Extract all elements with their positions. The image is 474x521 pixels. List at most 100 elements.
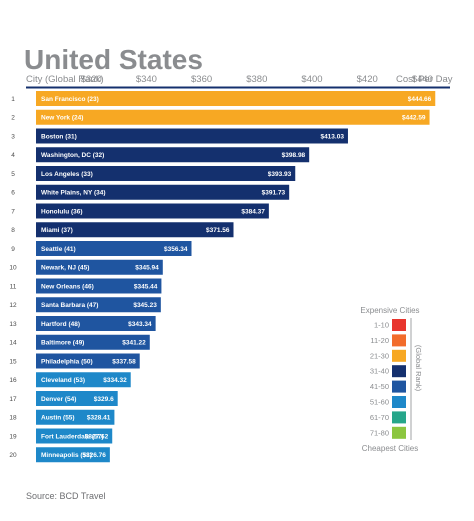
rank-label: 8 bbox=[11, 227, 15, 234]
bar-city-label: New Orleans (46) bbox=[41, 283, 94, 290]
rank-label: 2 bbox=[11, 115, 15, 122]
bar-value-label: $328.41 bbox=[87, 415, 111, 422]
legend-items: 1-10 11-20 21-30 31-40 41-50 51-60 61-70 71-80 bbox=[370, 319, 406, 439]
rank-label: 7 bbox=[11, 208, 15, 215]
legend: Expensive Cities Cheapest Cities (Global… bbox=[360, 306, 423, 453]
x-tick-label: $440 bbox=[412, 74, 433, 85]
legend-bottom-label: Cheapest Cities bbox=[362, 444, 418, 453]
bar-value-label: $345.23 bbox=[133, 302, 157, 309]
legend-swatch bbox=[392, 380, 406, 393]
rank-label: 19 bbox=[9, 433, 17, 440]
rank-label: 6 bbox=[11, 190, 15, 197]
x-tick-label: $380 bbox=[246, 74, 267, 85]
legend-item-label: 21-30 bbox=[370, 351, 389, 360]
bar bbox=[36, 259, 163, 275]
bar-city-label: Boston (31) bbox=[41, 133, 77, 140]
bar-city-label: Miami (37) bbox=[41, 227, 73, 234]
bar-value-label: $391.73 bbox=[262, 190, 286, 197]
rank-label: 5 bbox=[11, 171, 15, 178]
bar bbox=[36, 447, 110, 463]
category-header: City (Global Rank) bbox=[26, 74, 104, 85]
bar-city-label: White Plains, NY (34) bbox=[41, 190, 106, 197]
legend-item-label: 61-70 bbox=[370, 413, 389, 422]
legend-item-label: 1-10 bbox=[374, 321, 389, 330]
legend-top-label: Expensive Cities bbox=[360, 306, 419, 315]
bar bbox=[36, 109, 430, 125]
bar-value-label: $393.93 bbox=[268, 171, 292, 178]
source-note: Source: BCD Travel bbox=[26, 491, 106, 501]
rank-label: 11 bbox=[10, 283, 17, 290]
bar-value-label: $444.66 bbox=[408, 96, 432, 103]
rank-label: 12 bbox=[9, 302, 17, 309]
rank-label: 16 bbox=[9, 377, 17, 384]
bar-value-label: $329.6 bbox=[94, 396, 114, 403]
legend-item-label: 41-50 bbox=[370, 382, 389, 391]
bar bbox=[36, 166, 296, 181]
bar-city-label: Cleveland (53) bbox=[41, 377, 85, 384]
bar-city-label: Washington, DC (32) bbox=[41, 152, 104, 159]
rank-label: 13 bbox=[9, 321, 17, 328]
rank-label: 14 bbox=[9, 340, 17, 347]
legend-swatch bbox=[392, 349, 406, 362]
bar-value-label: $442.59 bbox=[402, 115, 426, 122]
bar bbox=[36, 316, 156, 331]
bar bbox=[36, 353, 140, 369]
bar-value-label: $327.62 bbox=[85, 433, 109, 440]
legend-swatch bbox=[392, 396, 406, 408]
bar-value-label: $345.44 bbox=[134, 283, 158, 290]
bar-value-label: $398.98 bbox=[282, 152, 306, 159]
bar-value-label: $413.03 bbox=[320, 133, 344, 140]
bar-value-label: $371.56 bbox=[206, 227, 230, 234]
chart-title: United States bbox=[24, 44, 203, 75]
rank-label: 17 bbox=[9, 396, 17, 403]
rank-label: 9 bbox=[11, 246, 15, 253]
bar bbox=[36, 128, 348, 144]
bar-value-label: $356.34 bbox=[164, 246, 188, 253]
bar bbox=[36, 222, 234, 238]
bar-city-label: Fort Lauderdale (57) bbox=[41, 433, 103, 440]
bar-value-label: $337.58 bbox=[112, 358, 136, 365]
x-tick-label: $400 bbox=[301, 74, 322, 85]
bar-value-label: $345.94 bbox=[135, 265, 159, 272]
bar-value-label: $341.22 bbox=[122, 340, 146, 347]
value-header: Cost Per Day bbox=[396, 74, 453, 85]
bar-city-label: Los Angeles (33) bbox=[41, 171, 93, 178]
legend-side-label: (Global Rank) bbox=[414, 345, 423, 392]
x-tick-label: $360 bbox=[191, 74, 212, 85]
rank-label: 1 bbox=[11, 96, 15, 103]
rank-label: 15 bbox=[9, 358, 17, 365]
bar bbox=[36, 334, 150, 350]
bar-city-label: Baltimore (49) bbox=[41, 340, 84, 347]
bar bbox=[36, 409, 115, 425]
bar-rows: 1 San Francisco (23) $444.66 2 New York (24)… bbox=[9, 91, 436, 463]
bar-city-label: Philadelphia (50) bbox=[41, 358, 93, 365]
rank-label: 20 bbox=[9, 452, 17, 459]
legend-item-label: 71-80 bbox=[370, 428, 389, 437]
legend-item-label: 31-40 bbox=[370, 367, 389, 376]
legend-swatch bbox=[392, 319, 406, 331]
x-tick-label: $340 bbox=[136, 74, 157, 85]
bar bbox=[36, 278, 162, 294]
legend-swatch bbox=[392, 426, 406, 439]
bar-city-label: New York (24) bbox=[41, 115, 83, 122]
bar-value-label: $343.34 bbox=[128, 321, 152, 328]
legend-item-label: 11-20 bbox=[370, 336, 389, 345]
bar-value-label: $334.32 bbox=[103, 377, 127, 384]
legend-swatch bbox=[392, 334, 406, 347]
bar bbox=[36, 428, 113, 444]
bar-city-label: Austin (55) bbox=[41, 415, 75, 422]
bar-value-label: $384.37 bbox=[241, 208, 265, 215]
legend-item-label: 51-60 bbox=[370, 398, 389, 407]
bar bbox=[36, 91, 436, 106]
bar bbox=[36, 297, 161, 313]
rank-label: 3 bbox=[11, 133, 15, 140]
bar-city-label: Newark, NJ (45) bbox=[41, 265, 89, 272]
x-tick-labels: $320 $340 $360 $380 $400 $420 $440 bbox=[81, 74, 433, 85]
rank-label: 4 bbox=[11, 152, 15, 159]
x-tick-label: $420 bbox=[357, 74, 378, 85]
rank-label: 10 bbox=[9, 265, 17, 272]
bar bbox=[36, 372, 131, 388]
legend-swatch bbox=[392, 365, 406, 378]
bar-city-label: San Francisco (23) bbox=[41, 96, 99, 103]
